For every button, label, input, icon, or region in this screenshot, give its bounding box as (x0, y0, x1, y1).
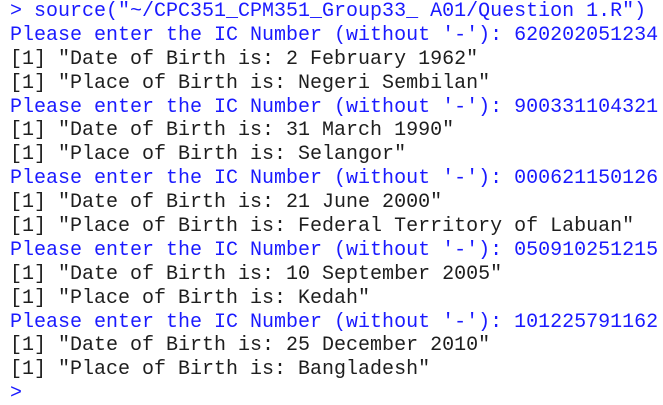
output-line: [1] "Place of Birth is: Federal Territor… (10, 215, 635, 239)
output-line: [1] "Place of Birth is: Selangor" (10, 143, 407, 167)
input-prompt: Please enter the IC Number (without '-')… (10, 167, 659, 191)
output-line: [1] "Date of Birth is: 31 March 1990" (10, 119, 455, 143)
output-line: [1] "Date of Birth is: 2 February 1962" (10, 47, 479, 71)
output-line: [1] "Place of Birth is: Kedah" (10, 286, 371, 310)
final-prompt: > (10, 382, 23, 405)
output-line: [1] "Place of Birth is: Bangladesh" (10, 358, 431, 382)
output-line: [1] "Date of Birth is: 25 December 2010" (10, 334, 491, 358)
input-prompt: Please enter the IC Number (without '-')… (10, 238, 659, 262)
output-line: [1] "Date of Birth is: 21 June 2000" (10, 191, 443, 215)
command-line: > source("~/CPC351_CPM351_Group33_ A01/Q… (10, 0, 647, 23)
input-prompt: Please enter the IC Number (without '-')… (10, 95, 659, 119)
input-prompt: Please enter the IC Number (without '-')… (10, 310, 659, 334)
output-line: [1] "Date of Birth is: 10 September 2005… (10, 262, 503, 286)
input-prompt: Please enter the IC Number (without '-')… (10, 23, 659, 47)
output-line: [1] "Place of Birth is: Negeri Sembilan" (10, 71, 491, 95)
